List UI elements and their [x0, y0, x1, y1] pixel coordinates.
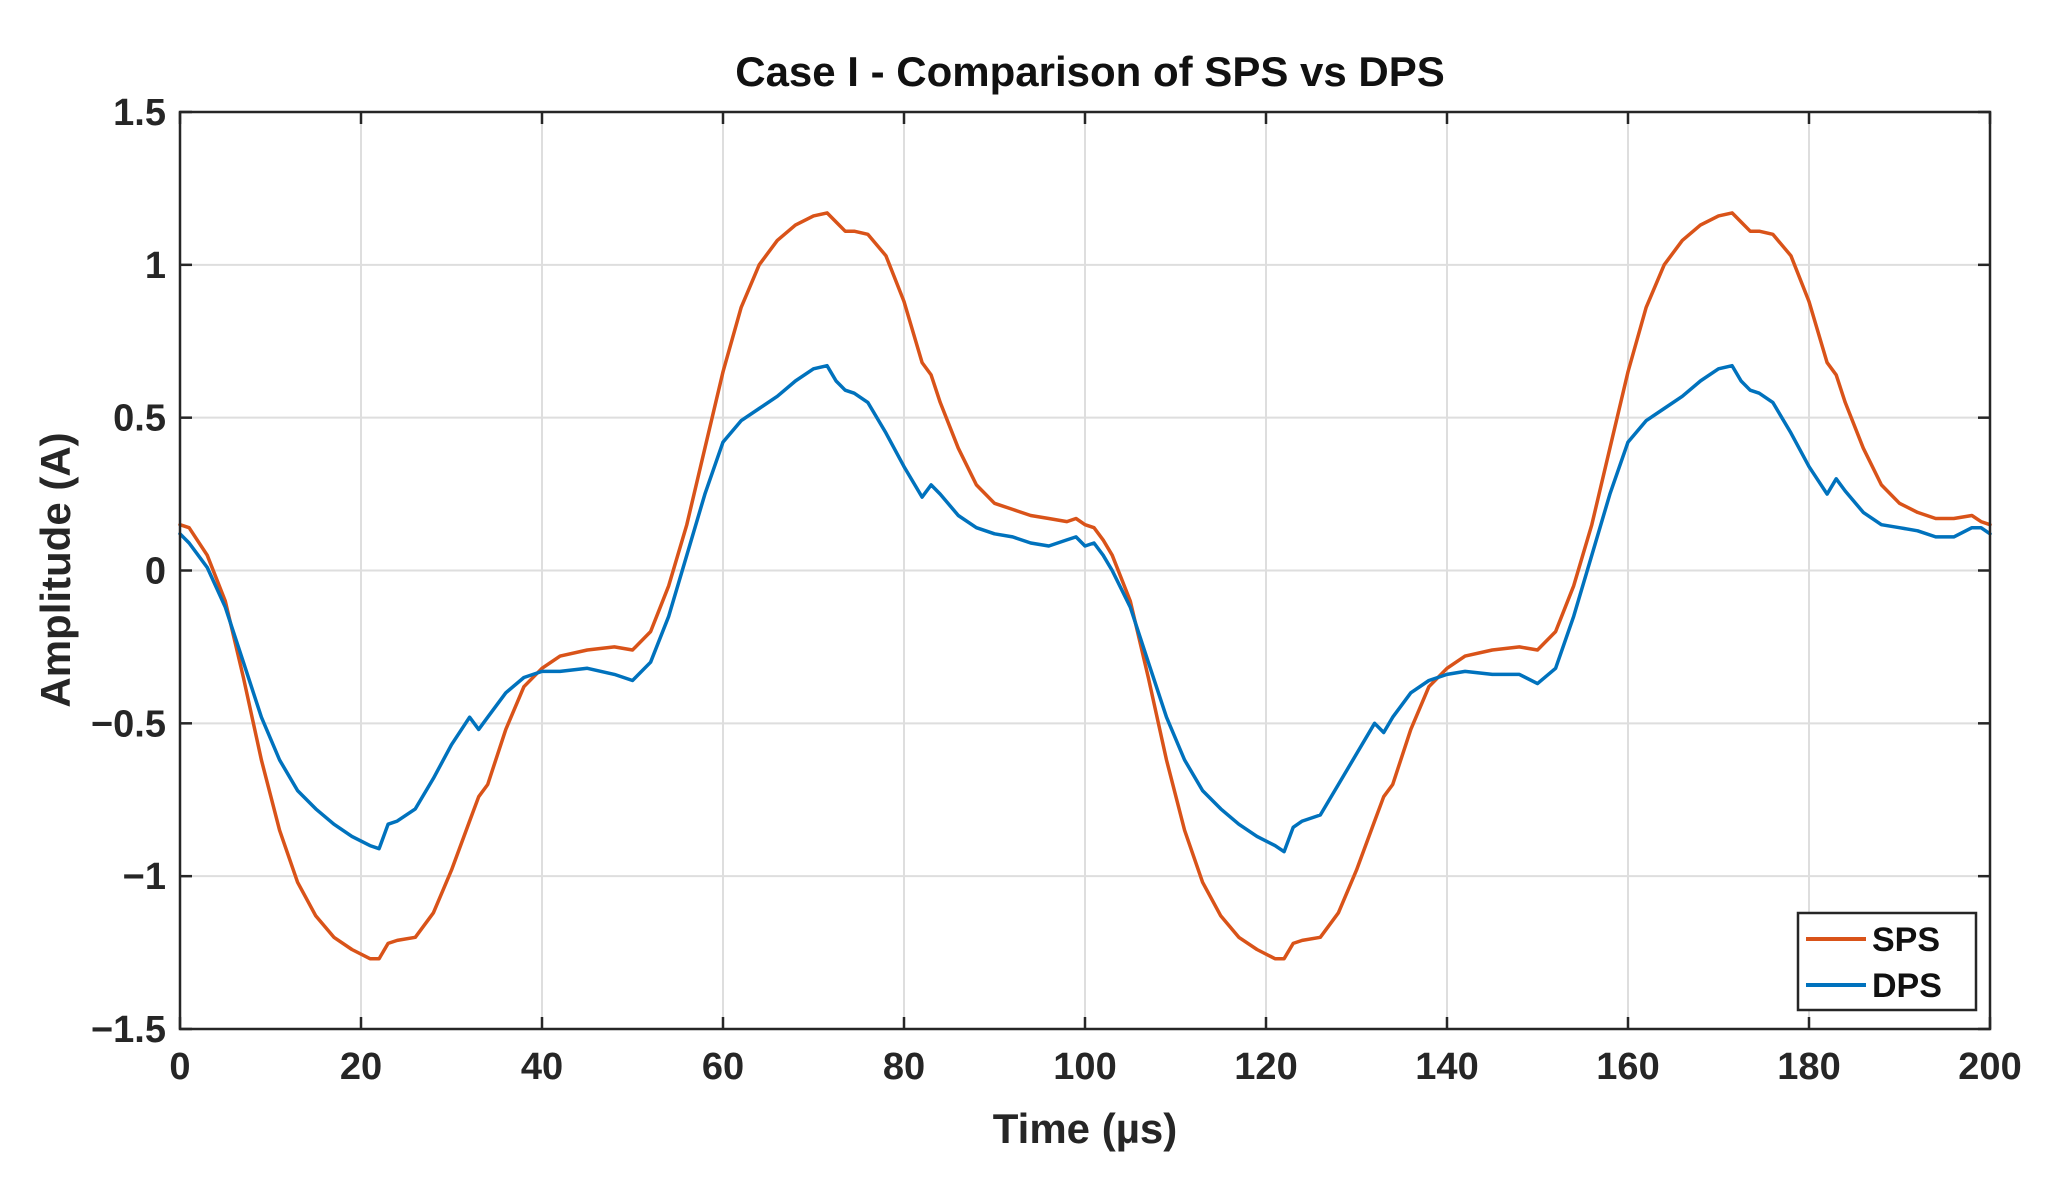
y-tick-label: 0.5 — [113, 398, 166, 440]
ticks: 0 20 40 60 80 100 120 140 160 180 200 1.5 1 0.5 0 −0.5 −… — [91, 92, 2022, 1088]
legend-label-sps: SPS — [1872, 921, 1940, 959]
legend: SPS DPS — [1796, 911, 1978, 1012]
x-tick-label: 120 — [1234, 1046, 1297, 1088]
legend-label-dps: DPS — [1872, 967, 1942, 1005]
x-tick-label: 160 — [1596, 1046, 1659, 1088]
y-tick-label: 1.5 — [113, 92, 166, 134]
x-tick-label: 140 — [1415, 1046, 1478, 1088]
y-axis-label: Amplitude (A) — [32, 432, 79, 707]
x-tick-label: 0 — [169, 1046, 190, 1088]
series-layer — [178, 211, 1992, 961]
x-tick-label: 60 — [702, 1046, 744, 1088]
series-line-dps — [178, 363, 1992, 854]
chart-title: Case I - Comparison of SPS vs DPS — [735, 48, 1445, 95]
y-tick-label: 1 — [145, 245, 166, 287]
x-tick-label: 20 — [340, 1046, 382, 1088]
x-tick-label: 200 — [1958, 1046, 2021, 1088]
grid — [180, 112, 1990, 1029]
x-tick-label: 100 — [1053, 1046, 1116, 1088]
y-tick-label: −1.5 — [91, 1009, 166, 1051]
x-tick-label: 40 — [521, 1046, 563, 1088]
series-line-sps — [178, 211, 1992, 961]
y-tick-label: −1 — [123, 856, 166, 898]
y-tick-label: 0 — [145, 551, 166, 593]
x-tick-label: 80 — [883, 1046, 925, 1088]
legend-box — [1796, 911, 1978, 1012]
x-tick-label: 180 — [1777, 1046, 1840, 1088]
y-tick-label: −0.5 — [91, 703, 166, 745]
x-axis-label: Time (µs) — [993, 1105, 1177, 1152]
